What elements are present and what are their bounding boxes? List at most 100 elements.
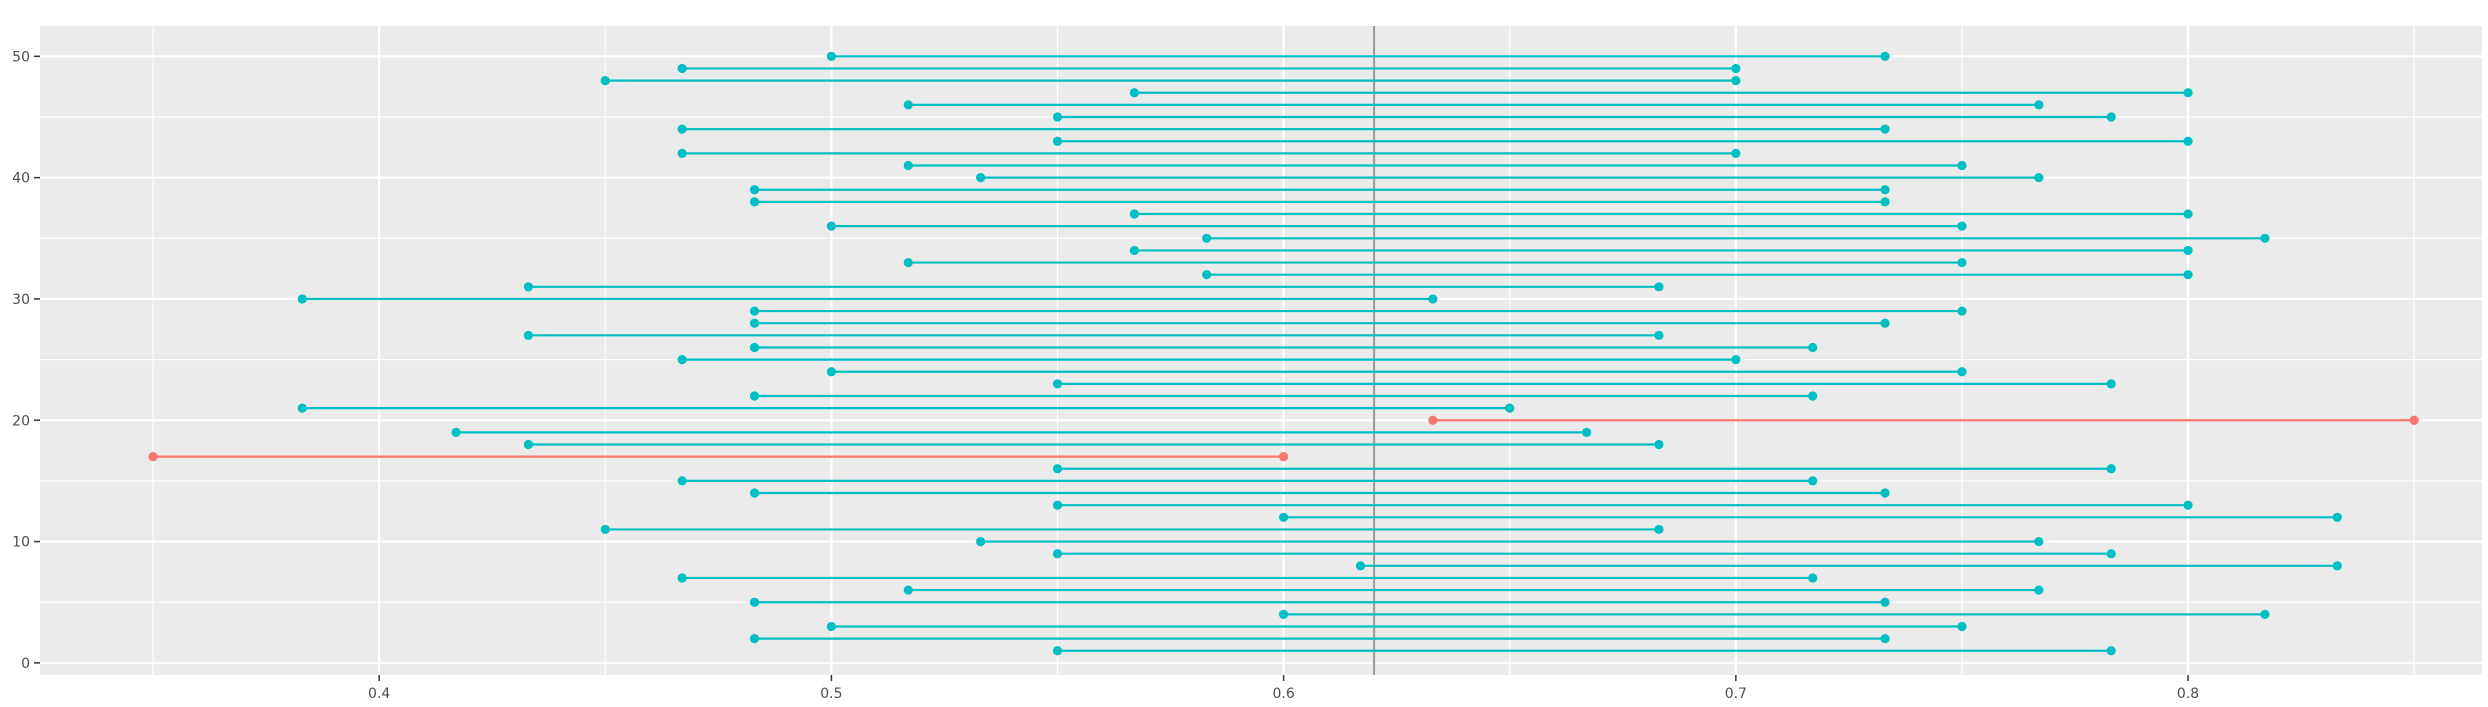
interval-start-point	[749, 634, 760, 644]
interval-start-point	[523, 282, 534, 292]
interval-end-point	[2034, 585, 2044, 595]
interval-start-point	[297, 294, 307, 304]
y-tick-label: 10	[12, 535, 30, 551]
y-tick-label: 20	[12, 413, 30, 429]
interval-end-point	[1731, 63, 1741, 74]
x-tick-label: 0.7	[1725, 686, 1747, 702]
interval-segments	[153, 55, 2415, 652]
interval-end-point	[2106, 646, 2116, 656]
interval-end-point	[1880, 597, 1890, 607]
interval-end-point	[1880, 634, 1890, 644]
interval-end-point	[2332, 512, 2342, 522]
interval-start-point	[826, 367, 836, 377]
interval-end-point	[1654, 524, 1664, 535]
interval-end-point	[1654, 330, 1664, 340]
interval-end-point	[1880, 197, 1890, 207]
interval-start-point	[749, 488, 760, 498]
interval-start-point	[1129, 88, 1139, 98]
interval-end-point	[1957, 257, 1967, 268]
interval-end-point	[2106, 464, 2116, 474]
interval-end-point	[1808, 342, 1818, 353]
x-tick-label: 0.4	[368, 686, 390, 702]
interval-end-point	[1582, 427, 1592, 437]
interval-start-point	[523, 439, 534, 450]
y-axis: 0 10 20 30 40 50	[12, 49, 40, 672]
y-tick-label: 30	[12, 292, 30, 308]
interval-start-point	[677, 148, 687, 158]
interval-start-point	[600, 75, 610, 86]
interval-end-point	[2034, 100, 2044, 110]
interval-end-point	[1880, 488, 1890, 498]
interval-end-point	[1957, 160, 1967, 171]
interval-start-point	[749, 197, 760, 207]
interval-end-point	[1957, 367, 1967, 377]
interval-start-point	[749, 185, 760, 195]
interval-start-point	[148, 452, 158, 462]
interval-start-point	[1428, 415, 1438, 425]
interval-end-point	[2183, 245, 2193, 256]
interval-end-point	[2106, 549, 2116, 559]
interval-start-point	[677, 354, 687, 365]
x-axis: 0.4 0.5 0.6 0.7 0.8	[368, 675, 2199, 702]
interval-start-point	[749, 318, 760, 328]
interval-end-point	[1808, 391, 1818, 401]
interval-start-point	[1129, 209, 1139, 219]
interval-end-point	[1880, 51, 1890, 61]
y-tick-label: 50	[12, 49, 30, 65]
y-tick-label: 40	[12, 171, 30, 187]
interval-end-point	[1731, 75, 1741, 86]
interval-end-point	[1957, 306, 1967, 316]
interval-start-point	[677, 573, 687, 583]
interval-start-point	[903, 585, 913, 595]
interval-start-point	[677, 124, 687, 134]
interval-start-point	[976, 536, 986, 547]
x-tick-label: 0.8	[2177, 686, 2199, 702]
interval-end-point	[1957, 221, 1967, 231]
interval-start-point	[749, 342, 760, 353]
interval-start-point	[677, 476, 687, 486]
interval-end-point	[2260, 609, 2270, 619]
interval-end-point	[2183, 136, 2193, 146]
interval-start-point	[1052, 379, 1063, 389]
interval-start-point	[1052, 464, 1063, 474]
interval-start-point	[1355, 561, 1366, 571]
interval-end-point	[1957, 621, 1967, 632]
x-tick-label: 0.6	[1272, 686, 1294, 702]
interval-end-point	[2183, 88, 2193, 98]
interval-end-point	[2106, 112, 2116, 122]
interval-end-point	[2183, 500, 2193, 510]
interval-start-point	[1052, 136, 1063, 146]
interval-end-point	[2332, 561, 2342, 571]
interval-end-point	[1731, 148, 1741, 158]
interval-start-point	[1052, 646, 1063, 656]
interval-end-point	[1808, 573, 1818, 583]
interval-end-point	[2183, 270, 2193, 280]
interval-start-point	[826, 221, 836, 231]
interval-end-point	[1880, 124, 1890, 134]
interval-end-point	[2034, 173, 2044, 183]
interval-start-point	[451, 427, 461, 437]
interval-start-point	[1279, 512, 1289, 522]
interval-start-point	[749, 306, 760, 316]
interval-start-point	[1202, 270, 1212, 280]
interval-start-point	[976, 173, 986, 183]
interval-start-point	[600, 524, 610, 535]
interval-end-point	[2106, 379, 2116, 389]
interval-start-point	[677, 63, 687, 74]
interval-start-point	[1129, 245, 1139, 256]
interval-start-point	[903, 160, 913, 171]
interval-end-point	[1654, 282, 1664, 292]
interval-end-point	[1808, 476, 1818, 486]
interval-end-point	[1880, 185, 1890, 195]
interval-start-point	[1202, 233, 1212, 243]
interval-end-point	[2409, 415, 2419, 425]
interval-end-point	[1428, 294, 1438, 304]
interval-start-point	[826, 621, 836, 632]
x-tick-label: 0.5	[820, 686, 842, 702]
interval-start-point	[903, 257, 913, 268]
interval-start-point	[749, 597, 760, 607]
interval-start-point	[1052, 549, 1063, 559]
y-tick-label: 0	[21, 656, 30, 672]
